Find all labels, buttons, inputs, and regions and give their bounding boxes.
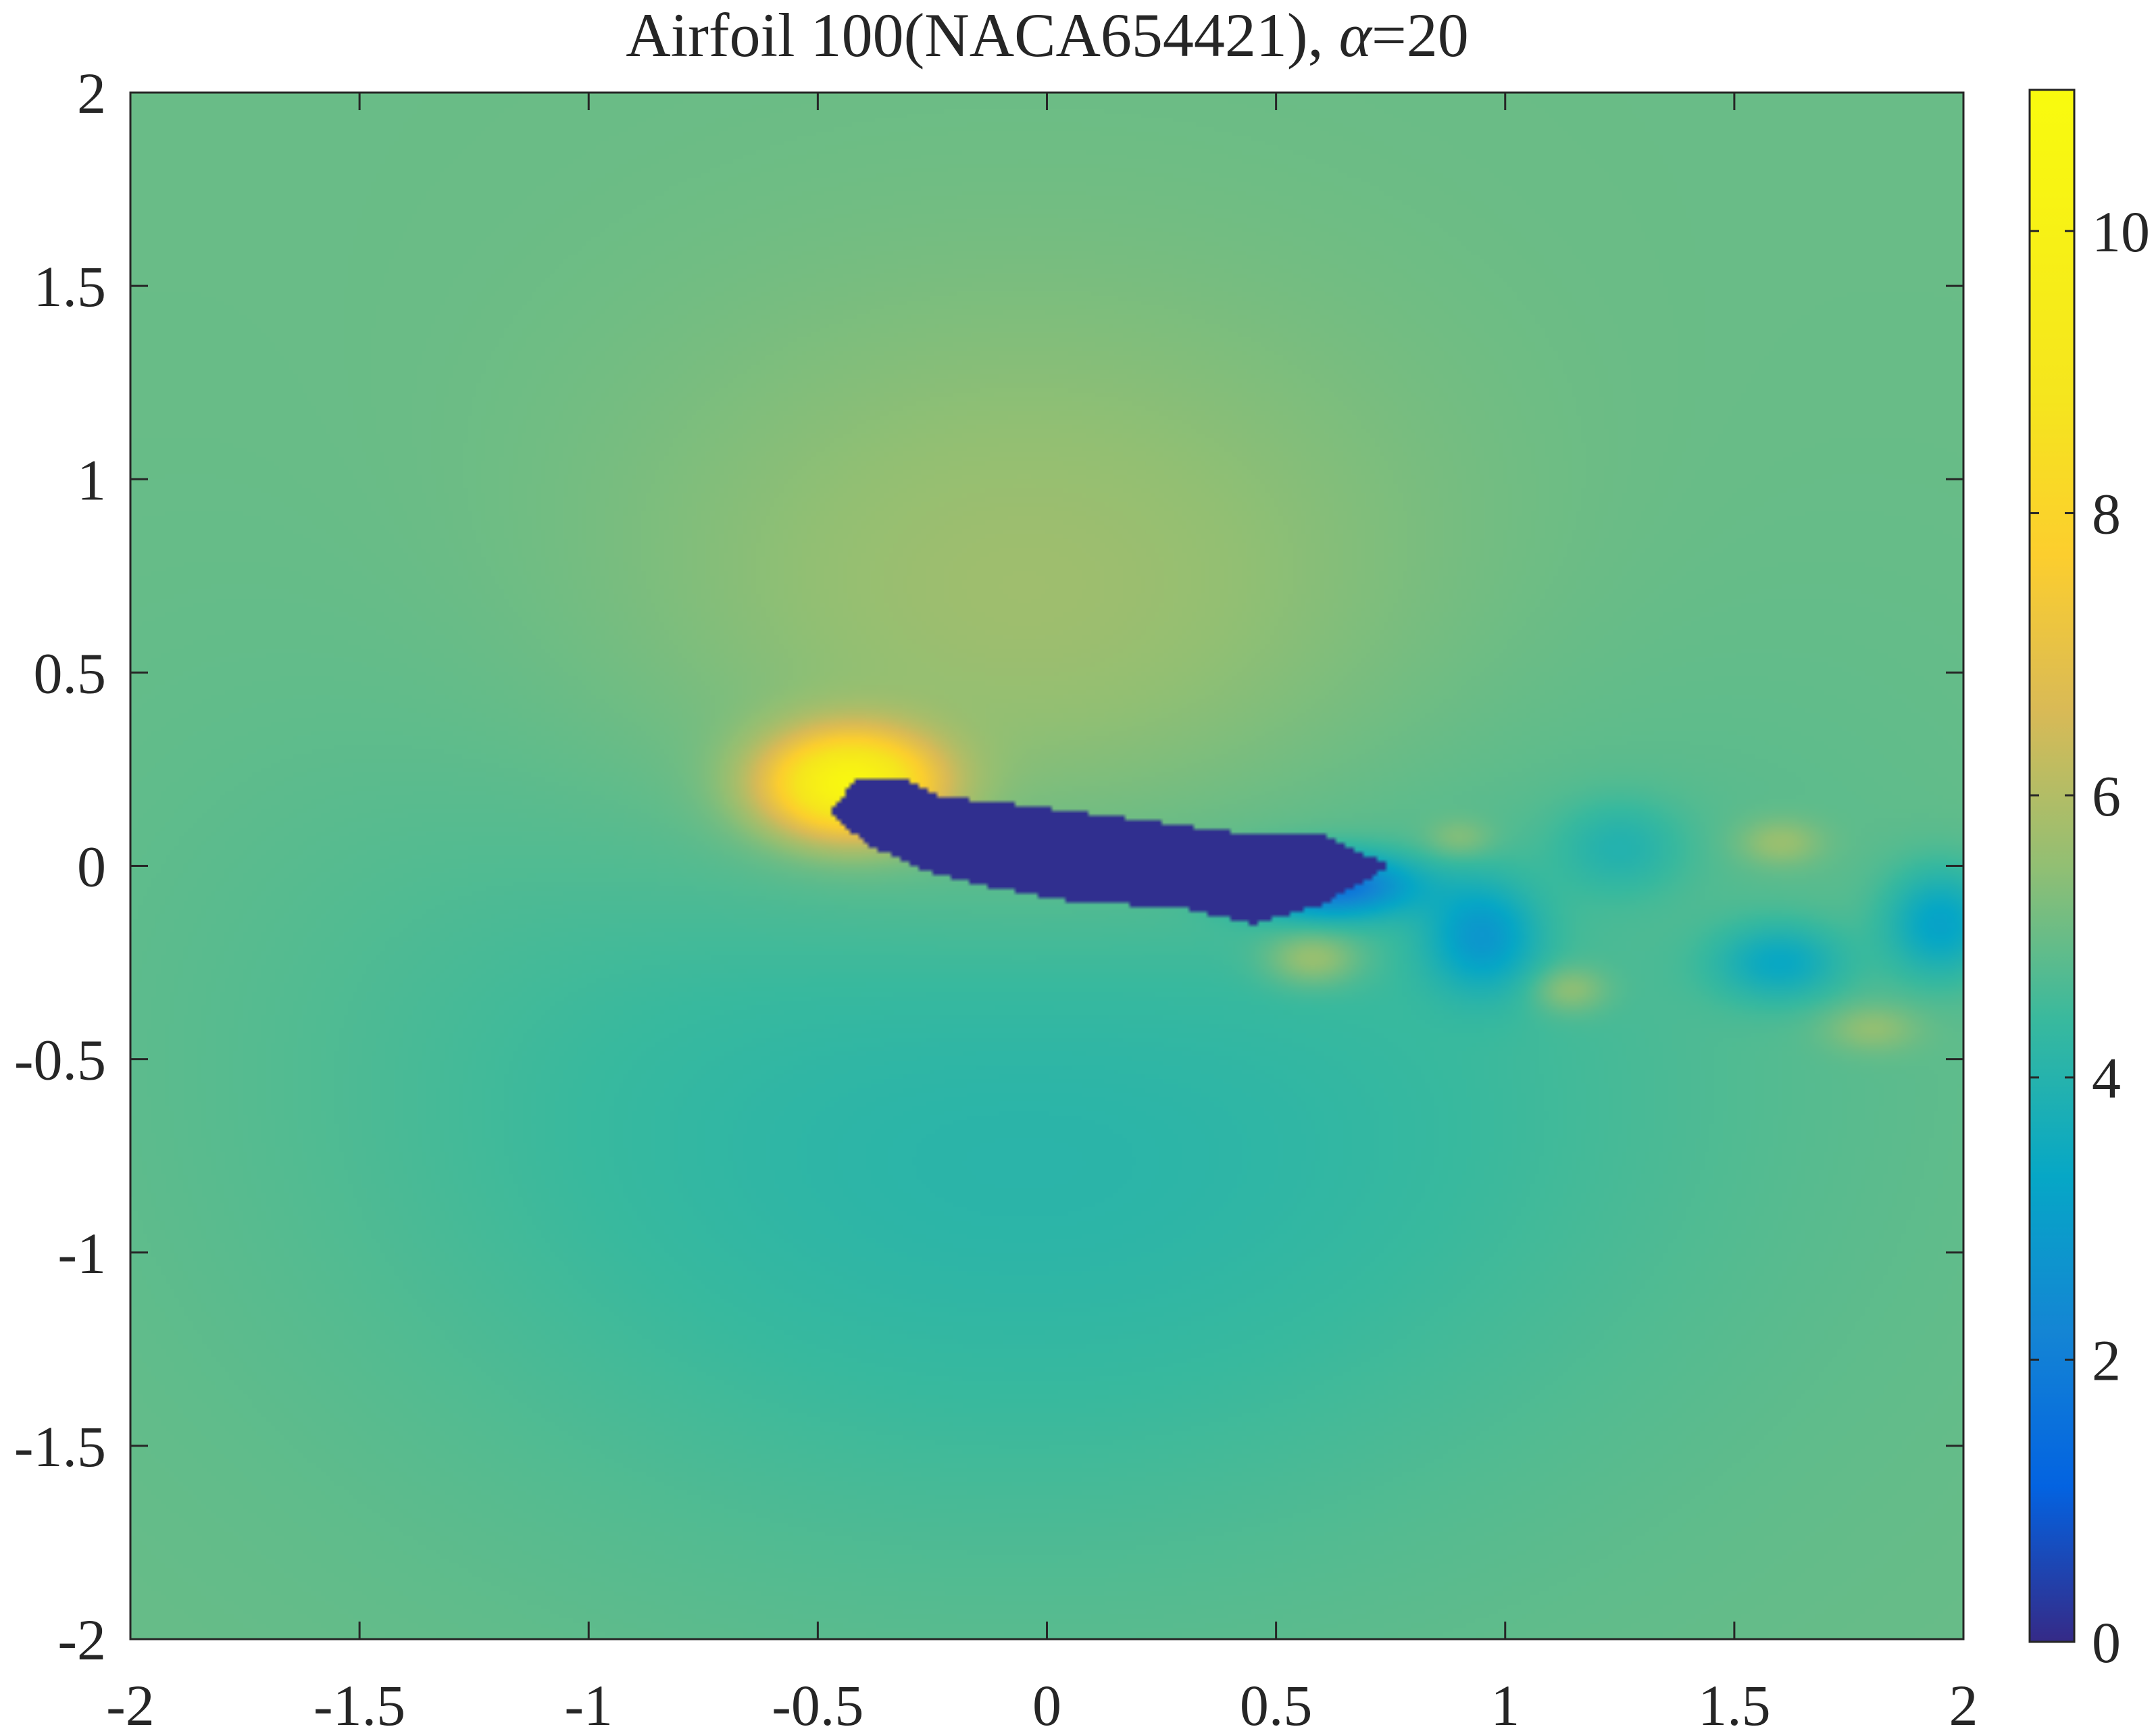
colorbar-tick-label: 0 bbox=[2092, 1610, 2121, 1675]
y-tick-label: -0.5 bbox=[14, 1028, 106, 1093]
colorbar-tick-label: 8 bbox=[2092, 481, 2121, 546]
y-tick-label: 0.5 bbox=[34, 641, 107, 705]
y-tick-label: -1.5 bbox=[14, 1414, 106, 1479]
colorbar-axis: 0 2 4 6 8 10 bbox=[2030, 199, 2150, 1675]
colorbar-tick-label: 2 bbox=[2092, 1328, 2121, 1393]
y-axis: 2 1.5 1 0.5 0 -0.5 -1 -1.5 -2 bbox=[14, 61, 1963, 1672]
y-tick-label: 2 bbox=[77, 61, 106, 126]
y-tick-label: -2 bbox=[57, 1607, 106, 1672]
y-tick-label: 1 bbox=[77, 447, 106, 512]
x-tick-label: -1.5 bbox=[314, 1673, 405, 1729]
y-tick-label: -1 bbox=[57, 1221, 106, 1286]
x-tick-label: -2 bbox=[106, 1673, 155, 1729]
colorbar-gradient bbox=[2028, 89, 2076, 1643]
y-tick-label: 1.5 bbox=[34, 254, 107, 319]
heatmap-image bbox=[130, 93, 1963, 1639]
y-tick-label: 0 bbox=[77, 834, 106, 899]
x-tick-label: 0.5 bbox=[1240, 1673, 1313, 1729]
colorbar: 0 2 4 6 8 10 bbox=[2028, 89, 2150, 1675]
colorbar-tick-label: 6 bbox=[2092, 763, 2121, 828]
x-tick-label: -0.5 bbox=[772, 1673, 863, 1729]
colorbar-tick-label: 4 bbox=[2092, 1046, 2121, 1111]
chart-title: Airfoil 100(NACA654421), α=20 bbox=[626, 1, 1469, 70]
x-axis: -2 -1.5 -1 -0.5 0 0.5 1 1.5 2 bbox=[106, 93, 1978, 1729]
heatmap-field bbox=[130, 93, 1963, 1639]
colorbar-tick-label: 10 bbox=[2092, 199, 2150, 264]
x-tick-label: 2 bbox=[1949, 1673, 1978, 1729]
x-tick-label: 0 bbox=[1032, 1673, 1061, 1729]
x-tick-label: -1 bbox=[564, 1673, 613, 1729]
x-tick-label: 1.5 bbox=[1698, 1673, 1771, 1729]
plot-area: -2 -1.5 -1 -0.5 0 0.5 1 1.5 2 2 1.5 1 0.5 0 -0.5 -1 -1.… bbox=[14, 61, 1978, 1729]
x-tick-label: 1 bbox=[1490, 1673, 1520, 1729]
